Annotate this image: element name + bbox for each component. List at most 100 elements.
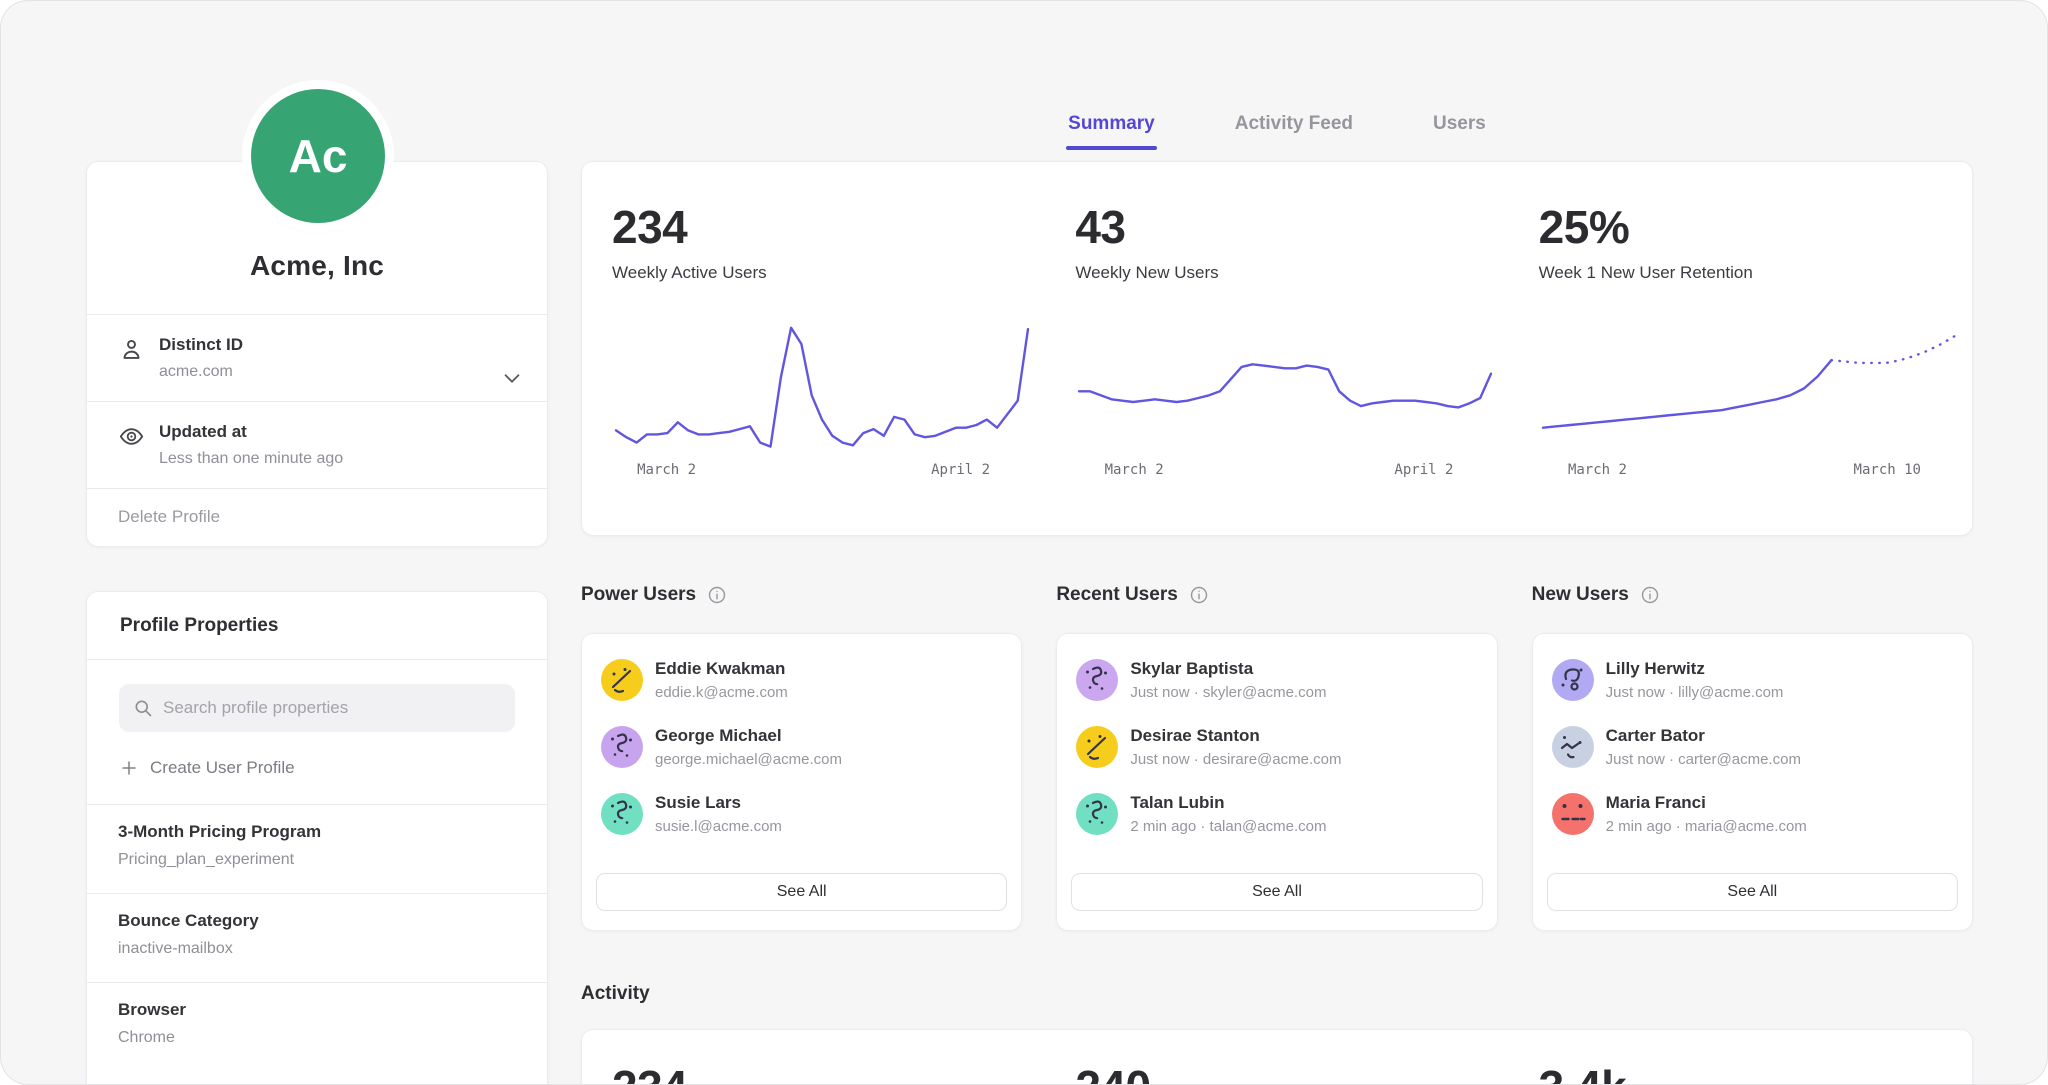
line-chart [1075,298,1495,458]
tab-activity-feed[interactable]: Activity Feed [1235,113,1353,150]
new-users-card: Lilly Herwitz Just now · lilly@acme.com … [1532,633,1973,931]
activity-section-title: Activity [581,983,650,1005]
activity-stat-number: 234 [582,1064,1045,1085]
profile-properties-card: Profile Properties Create User Profile 3… [86,591,548,1085]
x-axis: March 2 April 2 [1075,462,1495,486]
property-value: inactive-mailbox [118,940,523,958]
user-row[interactable]: Carter Bator Just now · carter@acme.com [1533,713,1972,780]
eye-icon [118,423,145,450]
power-users-section: Power Users Eddie Kwakman eddie.k@acme.c… [581,584,1022,931]
search-icon [133,698,153,718]
line-chart [1539,298,1959,458]
user-name: Carter Bator [1606,726,1801,746]
user-avatar [1076,726,1118,768]
person-icon [118,336,145,363]
user-row[interactable]: Skylar Baptista Just now · skyler@acme.c… [1057,646,1496,713]
company-avatar-circle: Ac [251,89,385,223]
weekly-new-users-chart: March 2 April 2 [1075,298,1495,486]
section-title: Recent Users [1056,584,1177,606]
property-value: Chrome [118,1029,523,1047]
user-meta: Just now · desirare@acme.com [1130,751,1341,768]
stat-number: 234 [612,204,1045,250]
tab-users[interactable]: Users [1433,113,1486,150]
activity-card: 234 240 3.4k [581,1029,1973,1085]
user-name: Talan Lubin [1130,793,1326,813]
updated-at-value: Less than one minute ago [159,450,343,468]
property-name: Bounce Category [118,911,523,931]
x-axis-label: April 2 [931,462,990,478]
distinct-id-value: acme.com [159,363,243,381]
user-name: Lilly Herwitz [1606,659,1784,679]
see-all-button[interactable]: See All [1071,873,1482,911]
stat-label: Week 1 New User Retention [1539,263,1972,283]
see-all-button[interactable]: See All [1547,873,1958,911]
section-title: New Users [1532,584,1629,606]
profile-properties-search[interactable] [119,684,515,732]
user-meta: eddie.k@acme.com [655,684,788,701]
x-axis-label: March 2 [1568,462,1627,478]
chevron-down-icon[interactable] [501,367,523,389]
see-all-button[interactable]: See All [596,873,1007,911]
line-chart [612,298,1032,458]
property-name: 3-Month Pricing Program [118,822,523,842]
stat-week1-retention: 25% Week 1 New User Retention March 2 Ma… [1509,162,1972,535]
main-tabs: Summary Activity Feed Users [581,113,1973,150]
user-name: Maria Franci [1606,793,1807,813]
user-avatar [1076,793,1118,835]
distinct-id-label: Distinct ID [159,335,243,355]
property-row[interactable]: 3-Month Pricing Program Pricing_plan_exp… [87,804,547,893]
user-avatar [1552,726,1594,768]
user-row[interactable]: Eddie Kwakman eddie.k@acme.com [582,646,1021,713]
property-row[interactable]: Browser Chrome [87,982,547,1071]
info-icon[interactable] [707,585,727,605]
user-row[interactable]: Talan Lubin 2 min ago · talan@acme.com [1057,780,1496,847]
x-axis-label: March 2 [637,462,696,478]
user-name: Skylar Baptista [1130,659,1326,679]
user-meta: Just now · lilly@acme.com [1606,684,1784,701]
info-icon[interactable] [1189,585,1209,605]
section-title: Power Users [581,584,696,606]
stat-label: Weekly New Users [1075,263,1508,283]
activity-stat-number: 240 [1045,1064,1508,1085]
week1-retention-chart: March 2 March 10 [1539,298,1959,486]
user-avatar [601,659,643,701]
info-icon[interactable] [1640,585,1660,605]
user-row[interactable]: Maria Franci 2 min ago · maria@acme.com [1533,780,1972,847]
user-row[interactable]: Lilly Herwitz Just now · lilly@acme.com [1533,646,1972,713]
stat-weekly-new-users: 43 Weekly New Users March 2 April 2 [1045,162,1508,535]
delete-profile-button[interactable]: Delete Profile [87,488,547,546]
search-input[interactable] [163,698,501,718]
user-avatar [1552,659,1594,701]
x-axis-label: April 2 [1394,462,1453,478]
stat-label: Weekly Active Users [612,263,1045,283]
company-avatar: Ac [251,89,385,223]
x-axis-label: March 2 [1105,462,1164,478]
user-avatar [1552,793,1594,835]
property-row[interactable]: Bounce Category inactive-mailbox [87,893,547,982]
stat-weekly-active-users: 234 Weekly Active Users March 2 April 2 [582,162,1045,535]
tab-summary[interactable]: Summary [1068,113,1155,150]
user-avatar [1076,659,1118,701]
company-name: Acme, Inc [250,250,384,282]
user-row[interactable]: Susie Lars susie.l@acme.com [582,780,1021,847]
user-meta: 2 min ago · maria@acme.com [1606,818,1807,835]
user-meta: george.michael@acme.com [655,751,842,768]
weekly-active-users-chart: March 2 April 2 [612,298,1032,486]
x-axis-label: March 10 [1854,462,1921,478]
stat-number: 43 [1075,204,1508,250]
create-user-profile-label: Create User Profile [150,758,295,778]
user-name: Eddie Kwakman [655,659,788,679]
activity-stat-number: 3.4k [1509,1064,1972,1085]
recent-users-card: Skylar Baptista Just now · skyler@acme.c… [1056,633,1497,931]
summary-stats-card: 234 Weekly Active Users March 2 April 2 … [581,161,1973,536]
distinct-id-row: Distinct ID acme.com [87,315,547,401]
user-row[interactable]: Desirae Stanton Just now · desirare@acme… [1057,713,1496,780]
user-meta: Just now · skyler@acme.com [1130,684,1326,701]
new-users-section: New Users Lilly Herwitz Just now · lilly… [1532,584,1973,931]
create-user-profile-button[interactable]: Create User Profile [120,758,547,778]
user-row[interactable]: George Michael george.michael@acme.com [582,713,1021,780]
user-avatar [601,726,643,768]
company-initials: Ac [289,129,348,183]
x-axis: March 2 April 2 [612,462,1032,486]
user-lists-row: Power Users Eddie Kwakman eddie.k@acme.c… [581,584,1973,931]
